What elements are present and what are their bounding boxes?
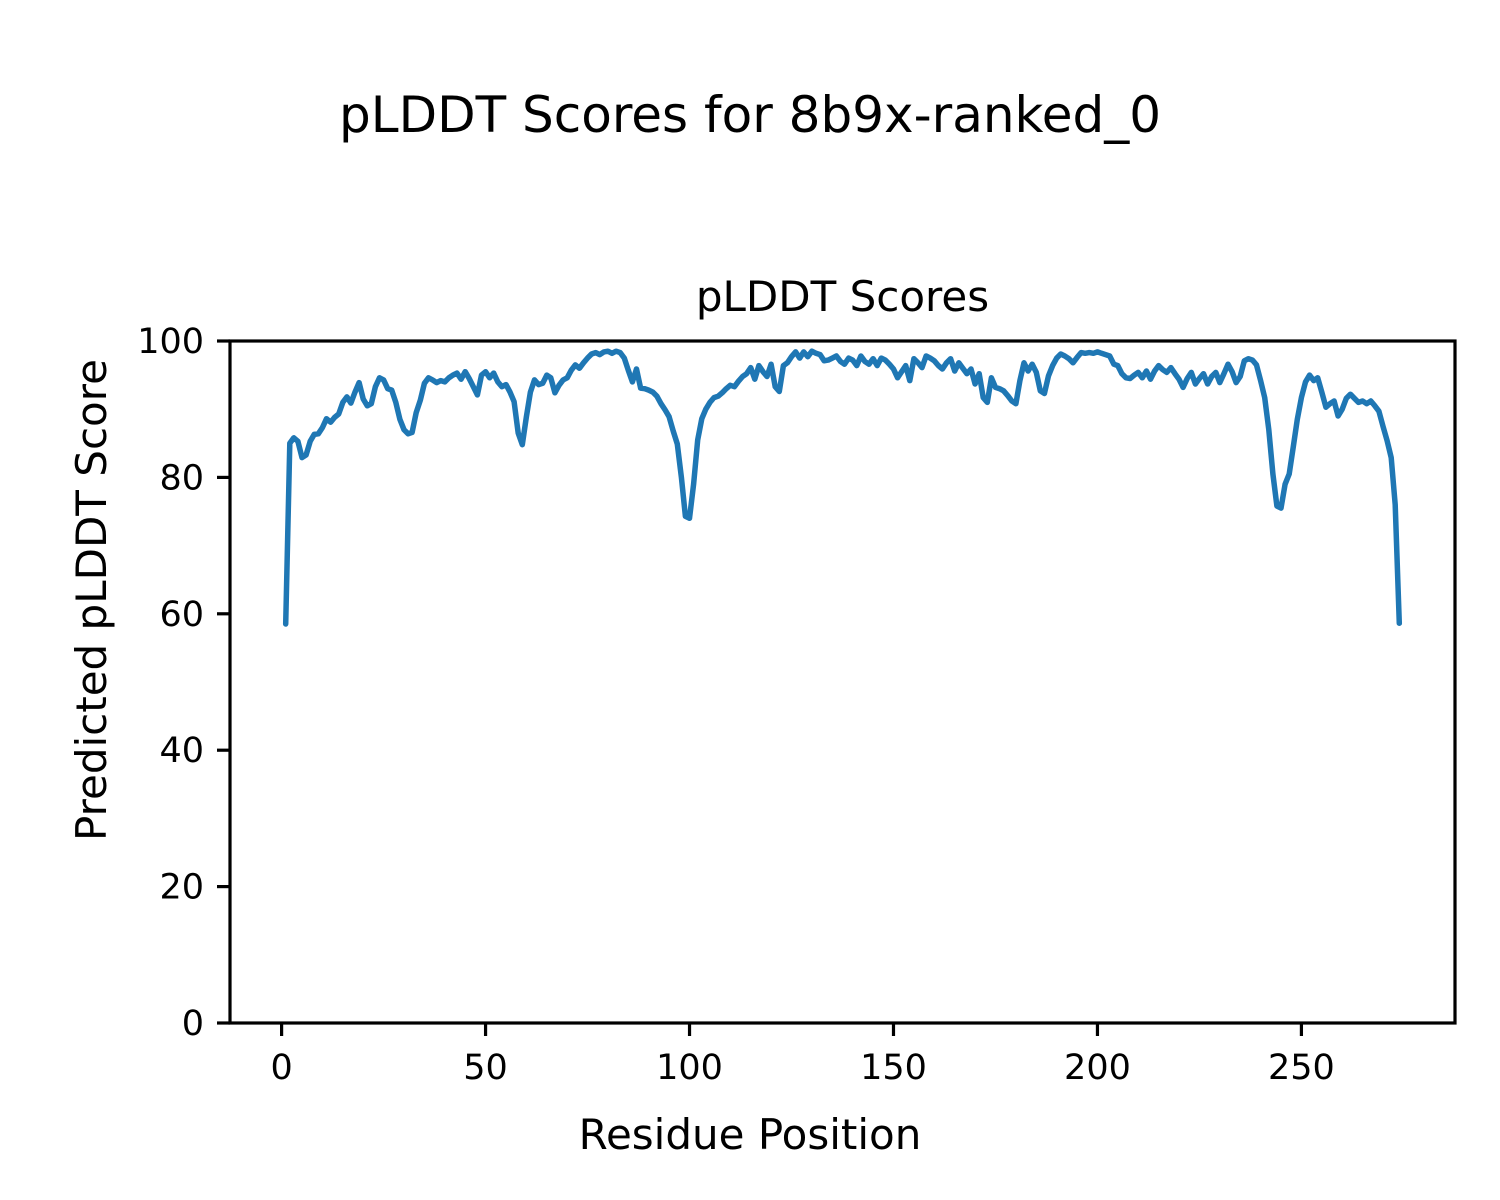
y-tick-label: 20 xyxy=(159,868,204,908)
plddt-line xyxy=(282,348,1403,627)
x-tick-label: 0 xyxy=(270,1048,292,1088)
x-axis-label: Residue Position xyxy=(578,1110,922,1159)
y-tick-label: 60 xyxy=(159,595,204,635)
x-tick-label: 100 xyxy=(656,1048,723,1088)
x-tick-label: 200 xyxy=(1064,1048,1131,1088)
x-tick-label: 50 xyxy=(463,1048,508,1088)
axes-title: pLDDT Scores xyxy=(695,272,990,321)
y-tick-label: 40 xyxy=(159,731,204,771)
x-tick-label: 250 xyxy=(1268,1048,1335,1088)
y-tick-label: 100 xyxy=(137,322,204,362)
axes-frame xyxy=(228,339,1457,1025)
y-tick-label: 0 xyxy=(182,1004,204,1044)
y-tick-label: 80 xyxy=(159,458,204,498)
x-tick-label: 150 xyxy=(860,1048,927,1088)
figure-title: pLDDT Scores for 8b9x-ranked_0 xyxy=(338,86,1162,144)
